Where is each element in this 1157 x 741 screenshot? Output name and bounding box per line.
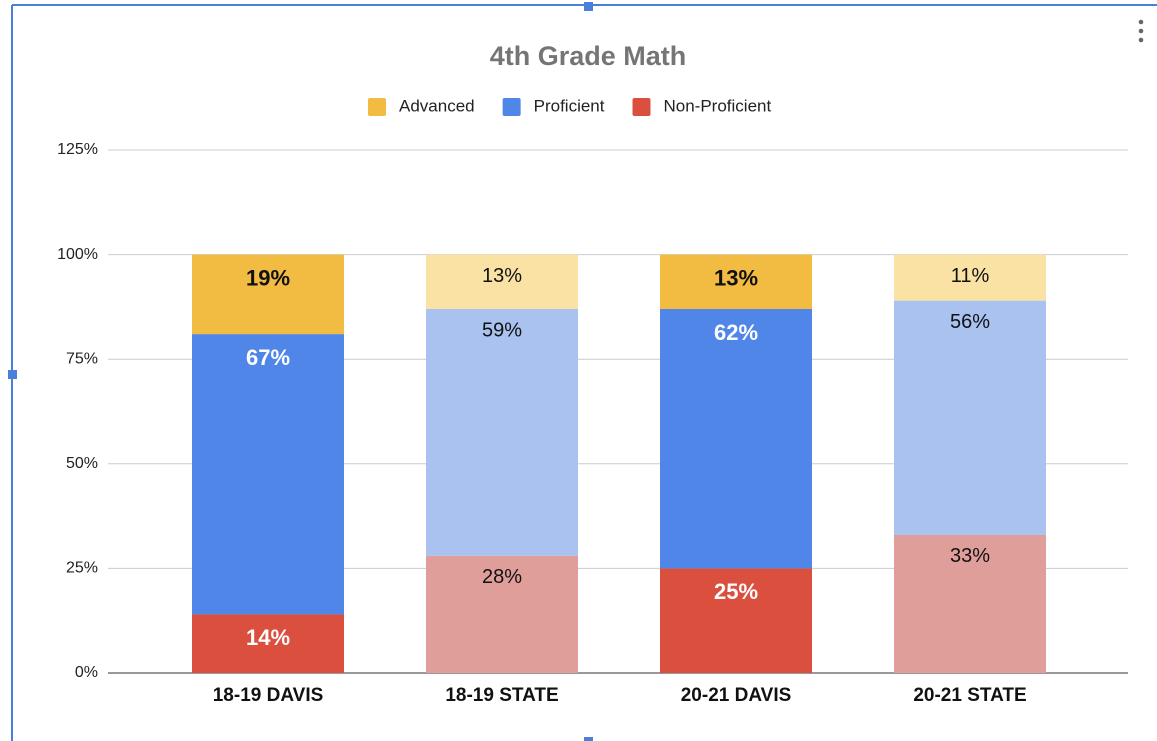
data-label: 19%	[246, 265, 290, 290]
bar-segment	[894, 300, 1046, 535]
data-label: 33%	[950, 545, 990, 567]
data-label: 13%	[714, 265, 758, 290]
bar-segment	[660, 308, 812, 569]
selection-handle	[584, 737, 593, 741]
bar-segment	[426, 308, 578, 556]
bar-segment	[426, 555, 578, 673]
y-tick-label: 0%	[75, 664, 98, 681]
bar-segment	[192, 254, 344, 335]
y-tick-label: 25%	[66, 560, 98, 577]
chart-title: 4th Grade Math	[490, 41, 687, 71]
data-label: 25%	[714, 579, 758, 604]
bar-segment	[894, 254, 1046, 301]
bar-segment	[192, 334, 344, 615]
bar-segment	[426, 254, 578, 309]
selection-handle	[584, 2, 593, 11]
data-label: 11%	[951, 265, 990, 287]
bar-segment	[894, 534, 1046, 673]
data-label: 13%	[482, 265, 522, 287]
x-tick-label: 18-19 STATE	[445, 685, 558, 706]
selection-handle	[8, 370, 17, 379]
data-label: 67%	[246, 345, 290, 370]
menu-icon[interactable]	[1138, 19, 1144, 43]
data-label: 56%	[950, 311, 990, 333]
bar-segment	[660, 568, 812, 673]
legend-swatch	[502, 98, 521, 116]
legend-label: Proficient	[534, 96, 605, 115]
x-tick-label: 18-19 DAVIS	[213, 685, 324, 706]
y-tick-label: 100%	[57, 246, 98, 263]
legend-label: Non-Proficient	[664, 96, 772, 115]
y-tick-label: 125%	[57, 141, 98, 158]
bar-segment	[660, 254, 812, 309]
y-tick-label: 50%	[66, 455, 98, 472]
data-label: 14%	[246, 625, 290, 650]
data-label: 59%	[482, 319, 522, 341]
data-label: 28%	[482, 566, 522, 588]
legend-swatch	[632, 98, 651, 116]
x-tick-label: 20-21 DAVIS	[681, 685, 792, 706]
legend-swatch	[368, 98, 386, 116]
legend-label: Advanced	[399, 96, 475, 115]
data-label: 62%	[714, 320, 758, 345]
y-tick-label: 75%	[66, 350, 98, 367]
bar-segment	[192, 614, 344, 673]
x-tick-label: 20-21 STATE	[913, 685, 1026, 706]
